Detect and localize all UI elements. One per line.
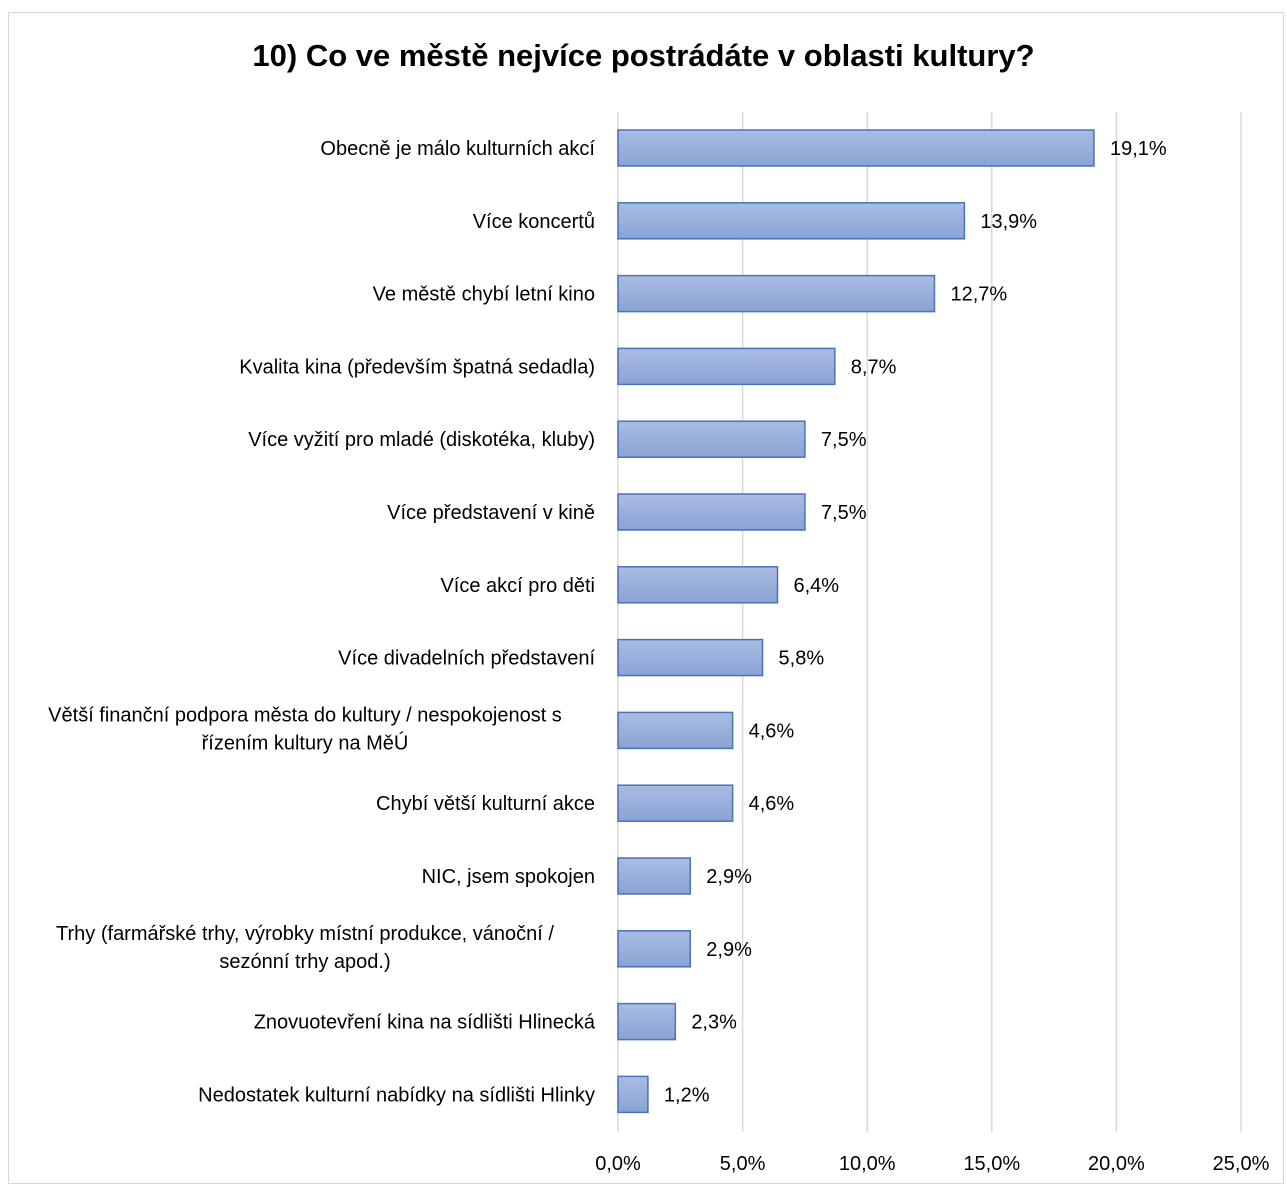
bars [617, 129, 1095, 1114]
category-label: Více koncertů [473, 211, 595, 233]
data-label: 4,6% [749, 793, 795, 815]
data-label: 5,8% [779, 648, 825, 670]
bar [617, 1002, 677, 1041]
category-label: Více akcí pro děti [440, 575, 595, 597]
data-label: 8,7% [851, 356, 897, 378]
x-tick-label: 20,0% [1088, 1153, 1145, 1175]
category-label: NIC, jsem spokojen [422, 866, 595, 888]
data-label: 4,6% [749, 720, 795, 742]
bar [617, 638, 764, 677]
category-label: Více vyžití pro mladé (diskotéka, kluby) [248, 429, 595, 451]
bar [617, 202, 966, 240]
category-label: řízením kultury na MěÚ [202, 731, 409, 754]
bar [617, 566, 779, 604]
chart-title: 10) Co ve městě nejvíce postrádáte v obl… [252, 38, 1035, 73]
data-label: 2,3% [691, 1012, 737, 1034]
data-label: 7,5% [821, 502, 867, 524]
category-label: Nedostatek kulturní nabídky na sídlišti … [198, 1084, 595, 1106]
category-label: Více představení v kině [387, 502, 595, 524]
bar [617, 1075, 649, 1114]
bar [617, 493, 806, 531]
category-label: Ve městě chybí letní kino [373, 284, 595, 306]
data-label: 13,9% [980, 211, 1037, 233]
bar [617, 420, 806, 458]
bar [617, 857, 692, 895]
category-label: Znovuotevření kina na sídlišti Hlinecká [254, 1012, 596, 1034]
data-labels: 19,1% 13,9% 12,7% 8,7% 7,5% 7,5% 6,4% 5,8% 4,6% 4… [664, 138, 1167, 1106]
data-label: 7,5% [821, 429, 867, 451]
bar [617, 274, 936, 313]
category-labels: Obecně je málo kulturních akcí Více konce… [48, 138, 596, 1106]
gridlines [617, 112, 1242, 1132]
data-label: 6,4% [793, 575, 839, 597]
bar [617, 930, 692, 968]
category-label: Více divadelních představení [338, 648, 595, 670]
data-label: 1,2% [664, 1084, 710, 1106]
x-tick-label: 25,0% [1213, 1153, 1270, 1175]
category-label: Kvalita kina (především špatná sedadla) [239, 356, 595, 378]
x-tick-label: 10,0% [839, 1153, 896, 1175]
data-label: 12,7% [950, 284, 1007, 306]
x-tick-label: 0,0% [595, 1153, 641, 1175]
bar [617, 347, 836, 386]
bar [617, 711, 734, 750]
category-label: Obecně je málo kulturních akcí [320, 138, 595, 160]
data-label: 2,9% [706, 866, 752, 888]
category-label: Větší finanční podpora města do kultury … [48, 704, 562, 726]
bar [617, 129, 1095, 167]
bar [617, 784, 734, 822]
data-label: 19,1% [1110, 138, 1167, 160]
x-tick-label: 15,0% [963, 1153, 1020, 1175]
category-label: Trhy (farmářské trhy, výrobky místní pro… [56, 923, 554, 945]
x-tick-label: 5,0% [720, 1153, 766, 1175]
data-label: 2,9% [706, 939, 752, 961]
category-label: sezónní trhy apod.) [219, 951, 390, 973]
category-label: Chybí větší kulturní akce [376, 793, 595, 815]
x-tick-labels: 0,0% 5,0% 10,0% 15,0% 20,0% 25,0% [595, 1153, 1269, 1175]
